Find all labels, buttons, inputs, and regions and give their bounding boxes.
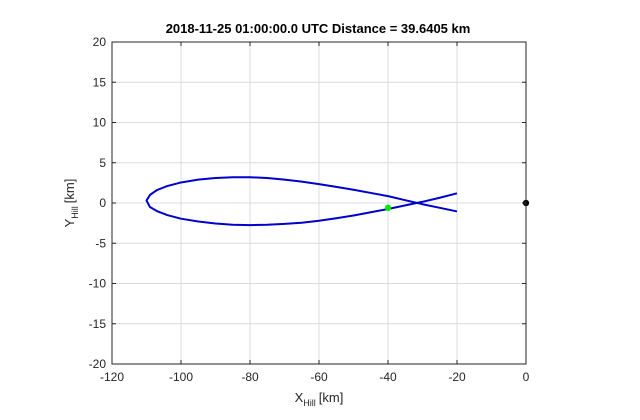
x-tick-label: -80: [241, 370, 259, 384]
x-tick-label: -60: [310, 370, 328, 384]
y-tick-label: 15: [93, 75, 107, 89]
x-axis-label-unit: [km]: [319, 390, 344, 405]
y-tick-label: 0: [99, 196, 106, 210]
series-layer: [145, 176, 458, 227]
y-axis-label-unit: [km]: [62, 179, 77, 204]
x-axis: -120 -100 -80 -60 -40 -20 0: [100, 42, 530, 384]
y-tick-label: 20: [93, 35, 107, 49]
x-axis-label: XHill [km]: [295, 390, 344, 408]
x-tick-label: 0: [523, 370, 530, 384]
y-tick-label: 5: [99, 156, 106, 170]
x-axis-label-sub: Hill: [303, 398, 316, 408]
y-axis-label-main: Y: [62, 218, 77, 227]
x-tick-label: -120: [100, 370, 124, 384]
chart-title: 2018-11-25 01:00:00.0 UTC Distance = 39.…: [166, 21, 471, 36]
y-tick-label: -20: [89, 357, 107, 371]
y-axis-label-sub: Hill: [70, 206, 80, 219]
y-tick-label: -5: [95, 236, 106, 250]
current-position-marker: [384, 204, 392, 212]
y-tick-label: 10: [93, 116, 107, 130]
series-line-0: [145, 176, 458, 227]
x-tick-label: -20: [448, 370, 466, 384]
x-tick-label: -100: [169, 370, 193, 384]
y-axis: -20 -15 -10 -5 0 5 10 15 20: [89, 35, 526, 371]
y-axis-label: YHill [km]: [62, 179, 80, 228]
y-tick-label: -10: [89, 277, 107, 291]
y-tick-label: -15: [89, 317, 107, 331]
x-tick-label: -40: [379, 370, 397, 384]
x-axis-label-main: X: [295, 390, 304, 405]
